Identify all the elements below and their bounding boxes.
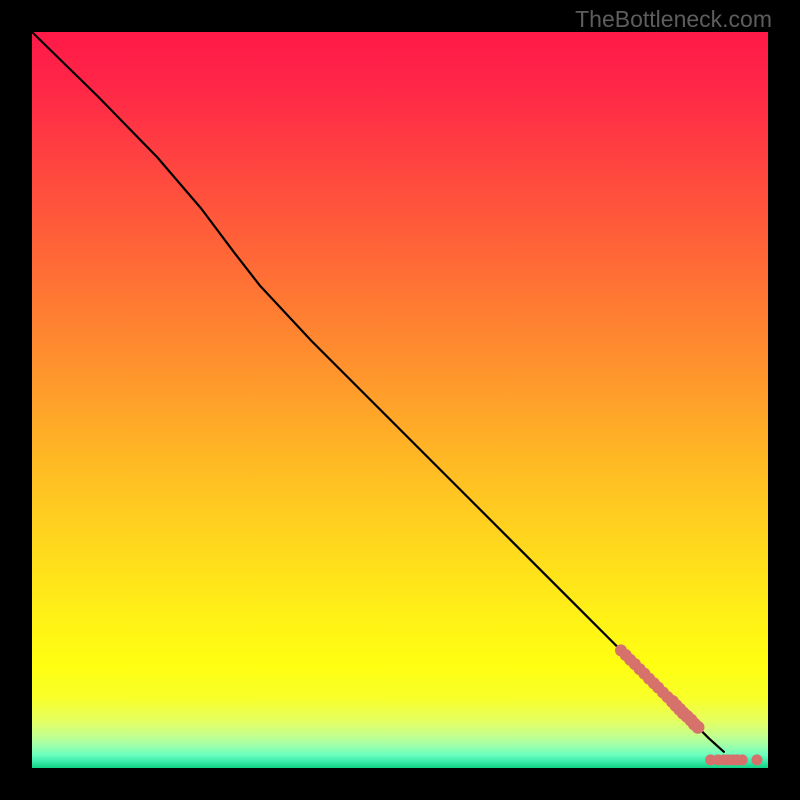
chart-container: TheBottleneck.com (0, 0, 800, 800)
data-point (751, 754, 762, 765)
watermark-text: TheBottleneck.com (575, 6, 772, 33)
data-point (737, 754, 748, 765)
data-point (691, 721, 704, 734)
chart-svg (0, 0, 800, 800)
